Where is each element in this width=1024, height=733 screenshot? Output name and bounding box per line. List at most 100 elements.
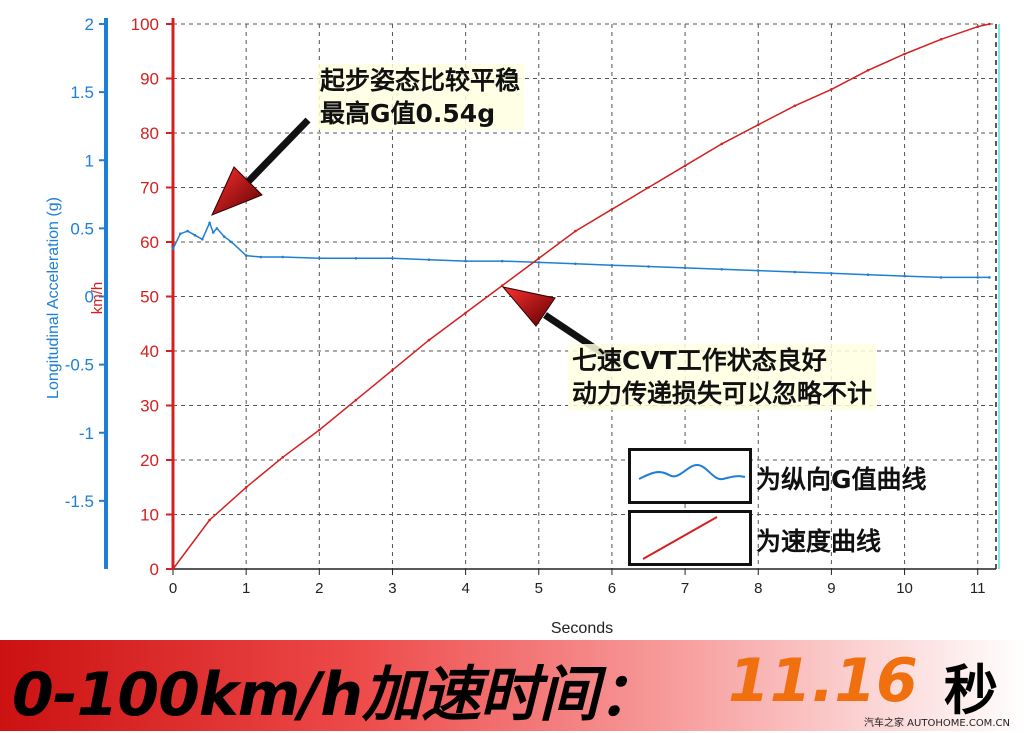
- x-tick-label: 2: [315, 580, 323, 597]
- x-tick-label: 11: [970, 580, 986, 597]
- data-point-g: [500, 259, 504, 263]
- g-tick-label: 2: [85, 15, 94, 34]
- data-point-g: [354, 257, 358, 260]
- arrow-top: [211, 117, 311, 216]
- x-tick-label: 6: [608, 580, 616, 597]
- data-point-speed: [208, 518, 211, 522]
- data-point-g: [318, 257, 321, 260]
- x-tick-label: 3: [388, 580, 396, 597]
- speed-tick-label: 70: [140, 179, 159, 198]
- speed-tick-label: 80: [140, 124, 159, 143]
- speed-tick-label: 40: [140, 342, 159, 361]
- data-point-g: [610, 263, 614, 267]
- series-line-speed: [172, 23, 990, 570]
- speed-tick-label: 10: [140, 506, 159, 525]
- data-point-g: [171, 247, 175, 251]
- banner-title: 0-100km/h加速时间：: [12, 660, 658, 730]
- data-point-speed: [464, 311, 467, 315]
- banner-unit: 秒: [944, 659, 998, 722]
- data-point-g: [259, 255, 263, 259]
- data-point-g: [186, 229, 189, 233]
- data-point-speed: [683, 164, 687, 167]
- data-point-g: [208, 221, 211, 225]
- data-point-g: [222, 235, 226, 238]
- x-tick-label: 9: [827, 580, 835, 597]
- data-point-speed: [866, 69, 870, 72]
- legend-speed-line-icon: [642, 516, 718, 560]
- annotation-top: 起步姿态比较平稳 最高G值0.54g: [316, 64, 525, 130]
- data-point-g: [464, 259, 467, 263]
- data-point-g: [866, 273, 870, 277]
- data-point-g: [201, 238, 204, 241]
- data-point-g: [574, 262, 577, 266]
- legend-swatch-speed: [628, 510, 752, 566]
- y-right-axis-title: km/h: [89, 282, 106, 315]
- g-tick-label: -1.5: [65, 492, 94, 511]
- data-point-speed: [171, 567, 175, 571]
- data-point-speed: [720, 142, 723, 146]
- data-point-g: [988, 276, 991, 279]
- y-left-axis-title: Longitudinal Acceleration (g): [45, 197, 62, 399]
- x-tick-label: 7: [681, 580, 689, 597]
- data-point-g: [537, 261, 541, 264]
- data-point-speed: [391, 368, 394, 372]
- data-point-speed: [244, 486, 248, 489]
- data-point-speed: [318, 428, 321, 432]
- annotation-mid: 七速CVT工作状态良好 动力传递损失可以忽略不计: [568, 344, 877, 410]
- g-tick-label: -0.5: [65, 356, 94, 375]
- data-point-g: [903, 274, 906, 278]
- g-tick-label: 1.5: [70, 83, 94, 102]
- data-point-speed: [830, 88, 833, 91]
- data-point-speed: [647, 186, 650, 189]
- x-tick-label: 5: [535, 580, 543, 597]
- data-point-g: [244, 254, 248, 257]
- data-point-g: [756, 269, 760, 272]
- x-axis-title: Seconds: [551, 620, 613, 637]
- data-point-g: [193, 233, 197, 237]
- data-point-g: [427, 258, 431, 262]
- result-banner: [0, 640, 1024, 731]
- annotation-mid-line1: 七速CVT工作状态良好: [572, 346, 827, 375]
- series-group: [171, 22, 991, 571]
- data-point-speed: [427, 338, 431, 342]
- data-point-g: [720, 268, 723, 271]
- data-point-g: [976, 276, 979, 279]
- data-point-g: [179, 232, 182, 236]
- speed-tick-label: 90: [140, 70, 159, 89]
- data-point-g: [683, 266, 687, 270]
- data-point-speed: [903, 52, 906, 56]
- data-point-g: [939, 276, 943, 279]
- data-point-speed: [354, 398, 358, 402]
- data-point-speed: [976, 25, 979, 29]
- speed-tick-label: 100: [131, 15, 159, 34]
- data-point-speed: [793, 104, 797, 108]
- data-point-speed: [281, 456, 285, 459]
- data-point-g: [793, 270, 797, 274]
- legend-label-g: 为纵向G值曲线: [756, 465, 927, 494]
- banner-time-value: 11.16: [728, 646, 918, 716]
- x-tick-label: 4: [461, 580, 469, 597]
- data-point-g: [647, 265, 650, 268]
- legend-g-line-icon: [638, 463, 746, 481]
- annotation-mid-line2: 动力传递损失可以忽略不计: [572, 379, 873, 408]
- data-point-g: [230, 240, 233, 244]
- annotation-top-line1: 起步姿态比较平稳: [320, 66, 521, 95]
- legend-label-speed: 为速度曲线: [756, 527, 882, 556]
- data-point-speed: [939, 38, 943, 41]
- data-point-speed: [756, 123, 760, 127]
- legend-swatch-g: [628, 448, 752, 504]
- x-tick-label: 1: [242, 580, 250, 597]
- g-tick-label: -1: [79, 424, 94, 443]
- watermark: 汽车之家 AUTOHOME.COM.CN: [864, 718, 1010, 729]
- data-point-speed: [610, 208, 614, 211]
- data-point-speed: [988, 22, 991, 26]
- data-point-g: [281, 255, 285, 259]
- data-point-g: [391, 257, 394, 260]
- data-point-speed: [574, 229, 577, 233]
- speed-tick-label: 60: [140, 233, 159, 252]
- speed-tick-label: 20: [140, 451, 159, 470]
- data-point-speed: [537, 257, 541, 260]
- x-tick-label: 8: [754, 580, 762, 597]
- speed-tick-label: 50: [140, 288, 159, 307]
- annotation-top-line2: 最高G值0.54g: [320, 99, 496, 128]
